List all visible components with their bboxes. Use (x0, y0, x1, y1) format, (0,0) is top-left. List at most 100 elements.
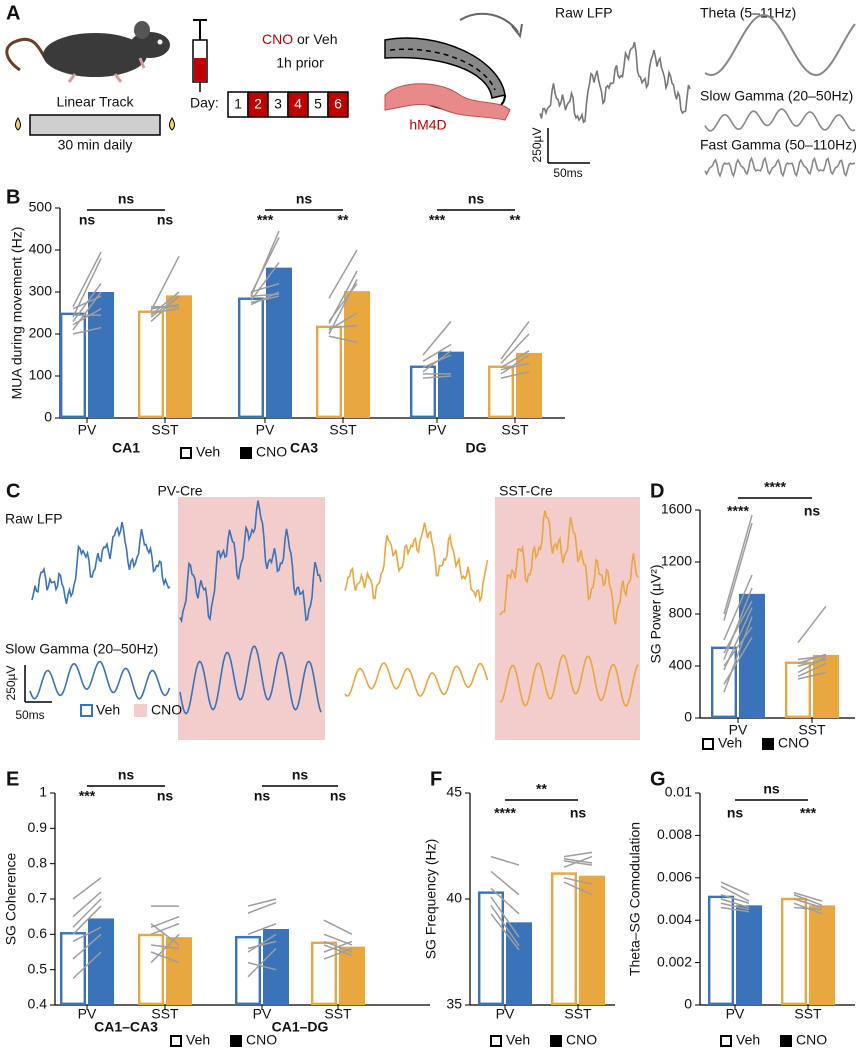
paired-line (150, 923, 180, 936)
paired-line (328, 324, 358, 329)
track-note: 30 min daily (58, 137, 133, 153)
paired-line (500, 320, 530, 360)
paired-line (72, 951, 102, 980)
paired-line (247, 898, 277, 907)
significance: ns (804, 503, 821, 519)
paired-line (150, 944, 180, 950)
y-tick-label: 0 (684, 996, 692, 1012)
y-axis-label: Theta–SG Comodulation (627, 822, 643, 976)
y-tick-label: 0.7 (28, 890, 48, 906)
y-axis-label: SG Frequency (Hz) (423, 839, 439, 960)
x-tick-label: SST (324, 1006, 352, 1022)
paired-line (563, 881, 593, 896)
paired-line (720, 894, 750, 904)
x-tick-label: PV (729, 722, 748, 738)
x-tick-label: SST (798, 722, 826, 738)
trace-label: Fast Gamma (50–110Hz) (700, 137, 857, 153)
lfp-trace (704, 13, 856, 77)
bar (88, 292, 114, 418)
y-tick-label: 0.01 (665, 784, 692, 800)
paired-line (247, 961, 277, 971)
paired-line (150, 255, 180, 312)
scale-label: 250µV (530, 128, 544, 163)
legend-swatch (762, 738, 774, 750)
paired-line (150, 295, 180, 322)
drug: CNO (262, 31, 293, 47)
legend-label: Veh (96, 702, 120, 718)
legend-swatch (550, 1035, 562, 1047)
legend-label: CNO (256, 444, 287, 460)
paired-line (72, 926, 102, 943)
lfp-trace (499, 510, 639, 625)
paired-line (797, 605, 827, 644)
paired-line (72, 891, 102, 918)
significance: ns (79, 212, 96, 228)
paired-line (797, 662, 827, 678)
paired-line (422, 350, 452, 373)
bar (166, 295, 192, 418)
significance: **** (494, 805, 516, 821)
lfp-trace (179, 645, 322, 715)
bar (516, 352, 542, 418)
paired-line (797, 653, 827, 665)
paired-line (500, 350, 530, 369)
paired-line (328, 279, 358, 335)
significance: ns (330, 788, 347, 804)
x-tick-label: PV (256, 422, 275, 438)
paired-line (247, 933, 277, 953)
paired-line (563, 857, 593, 864)
lfp-trace (344, 662, 489, 698)
paired-line (323, 947, 353, 960)
paired-line (72, 898, 102, 928)
y-tick-label: 800 (669, 605, 693, 621)
paired-line (723, 587, 753, 660)
x-tick-label: SST (329, 422, 357, 438)
y-tick-label: 0.004 (657, 911, 692, 927)
x-tick-label: PV (726, 1006, 745, 1022)
paired-line (72, 933, 102, 960)
paired-line (72, 877, 102, 900)
paired-line (490, 913, 520, 951)
paired-line (250, 237, 280, 295)
y-axis-label: SG Coherence (3, 852, 19, 945)
panel-letter: D (650, 480, 664, 502)
legend-label: Veh (196, 444, 220, 460)
y-tick-label: 0.006 (657, 869, 692, 885)
condition-title: SST-Cre (499, 483, 553, 499)
legend-swatch (80, 704, 93, 717)
y-tick-label: 400 (669, 657, 693, 673)
lfp-trace (31, 521, 171, 604)
paired-line (150, 923, 180, 946)
track (29, 114, 161, 136)
group-label: DG (466, 440, 487, 456)
legend-swatch (134, 704, 147, 717)
condition-title: PV-Cre (157, 483, 202, 499)
y-tick-label: 0.5 (28, 960, 48, 976)
bar (551, 872, 578, 1006)
group-label: CA3 (290, 440, 318, 456)
paired-line (563, 877, 593, 885)
legend-label: CNO (566, 1032, 597, 1048)
bar (579, 875, 605, 1005)
paired-line (250, 262, 280, 301)
drug-text: CNO or Veh (262, 31, 338, 47)
paired-line (490, 904, 520, 947)
significance: ns (292, 767, 309, 783)
paired-line (490, 855, 520, 866)
paired-line (490, 896, 520, 938)
lfp-trace (29, 661, 171, 700)
paired-line (793, 898, 823, 909)
y-tick-label: 0.8 (28, 854, 48, 870)
legend-label: Veh (718, 735, 742, 751)
paired-line (720, 898, 750, 909)
paired-line (72, 295, 102, 310)
bar (736, 905, 762, 1005)
paired-line (323, 940, 353, 953)
lfp-trace (539, 41, 691, 124)
legend-swatch (720, 1035, 732, 1047)
paired-line (490, 887, 520, 915)
paired-line (250, 282, 280, 293)
y-tick-label: 100 (29, 367, 53, 383)
paired-line (422, 343, 452, 362)
